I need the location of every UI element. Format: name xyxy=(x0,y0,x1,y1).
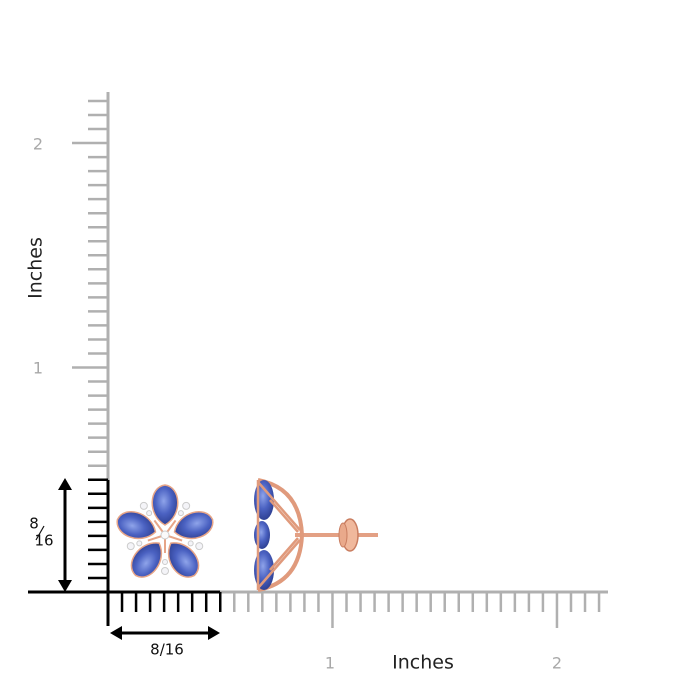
x-label: 2 xyxy=(552,654,562,673)
x-axis-title: Inches xyxy=(392,652,454,674)
stone-shape xyxy=(151,484,179,526)
y-label: 2 xyxy=(33,135,43,154)
fraction-slash xyxy=(35,525,45,541)
ruler xyxy=(28,92,608,628)
dimension-arrows xyxy=(58,478,220,640)
height-denominator: 16 xyxy=(34,532,53,550)
stone xyxy=(116,511,157,540)
diamond xyxy=(162,559,168,565)
stone xyxy=(151,484,179,526)
diamond xyxy=(126,542,135,551)
diamond xyxy=(136,540,143,547)
stone-shape xyxy=(130,542,163,578)
y-axis-title: Inches xyxy=(25,237,47,299)
earring-front xyxy=(116,484,214,578)
diamond xyxy=(177,510,184,517)
stone-shape xyxy=(167,542,200,578)
stone xyxy=(130,542,163,578)
diamond xyxy=(182,501,191,510)
earring-side xyxy=(254,478,378,592)
stone-shape xyxy=(116,511,157,540)
y-label: 1 xyxy=(33,359,43,378)
diamond xyxy=(195,542,204,551)
width-label: 8/16 xyxy=(150,641,184,659)
diamond xyxy=(146,510,153,517)
stone xyxy=(173,511,214,540)
x-label: 1 xyxy=(325,654,335,673)
diamond xyxy=(161,567,169,575)
center-diamond xyxy=(160,530,170,540)
diamond xyxy=(139,501,148,510)
stone xyxy=(167,542,200,578)
height-numerator: 8 xyxy=(29,515,39,533)
stone-shape xyxy=(173,511,214,540)
diamond xyxy=(187,540,194,547)
